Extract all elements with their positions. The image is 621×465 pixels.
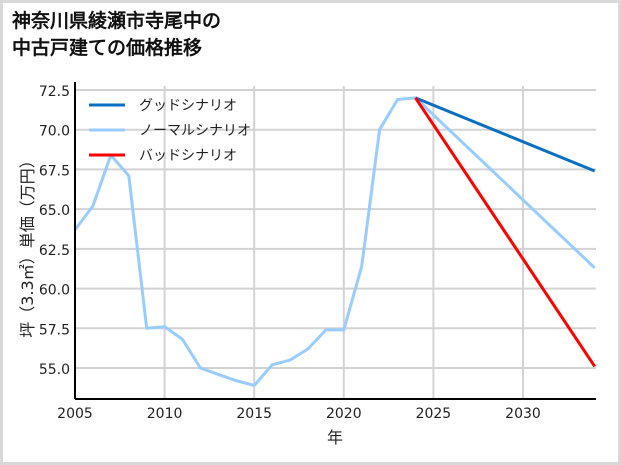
- x-tick-label: 2015: [236, 406, 272, 422]
- axes: 55.0 57.5 60.0 62.5 65.0 67.5 70.0 72.5 2005 2010…: [39, 82, 596, 422]
- x-tick-label: 2010: [147, 406, 183, 422]
- series-line-1: [73, 96, 596, 387]
- y-tick-label: 62.5: [39, 243, 70, 259]
- series-lines: [73, 96, 596, 387]
- y-tick-label: 72.5: [39, 84, 70, 100]
- legend-label: ノーマルシナリオ: [139, 123, 251, 139]
- y-tick-label: 65.0: [39, 203, 70, 219]
- chart-title: 神奈川県綾瀬市寺尾中の 中古戸建ての価格推移: [12, 8, 221, 62]
- y-axis-label: 坪（3.3㎡）単価（万円）: [18, 152, 37, 337]
- x-tick-label: 2025: [416, 406, 452, 422]
- y-tick-label: 55.0: [39, 362, 70, 378]
- x-axis-label: 年: [327, 428, 343, 447]
- legend-label: バッドシナリオ: [139, 148, 237, 164]
- series-line-2: [414, 97, 596, 368]
- y-tick-label: 67.5: [39, 163, 70, 179]
- y-tick-label: 57.5: [39, 322, 70, 338]
- x-tick-label: 2030: [505, 406, 541, 422]
- y-tick-label: 60.0: [39, 283, 70, 299]
- y-tick-label: 70.0: [39, 124, 70, 140]
- series-line-0: [414, 96, 596, 173]
- chart-title-line-1: 神奈川県綾瀬市寺尾中の: [12, 10, 222, 32]
- chart-title-line-2: 中古戸建ての価格推移: [12, 37, 203, 59]
- x-tick-label: 2005: [57, 406, 93, 422]
- x-tick-label: 2020: [326, 406, 362, 422]
- legend-label: グッドシナリオ: [139, 98, 237, 114]
